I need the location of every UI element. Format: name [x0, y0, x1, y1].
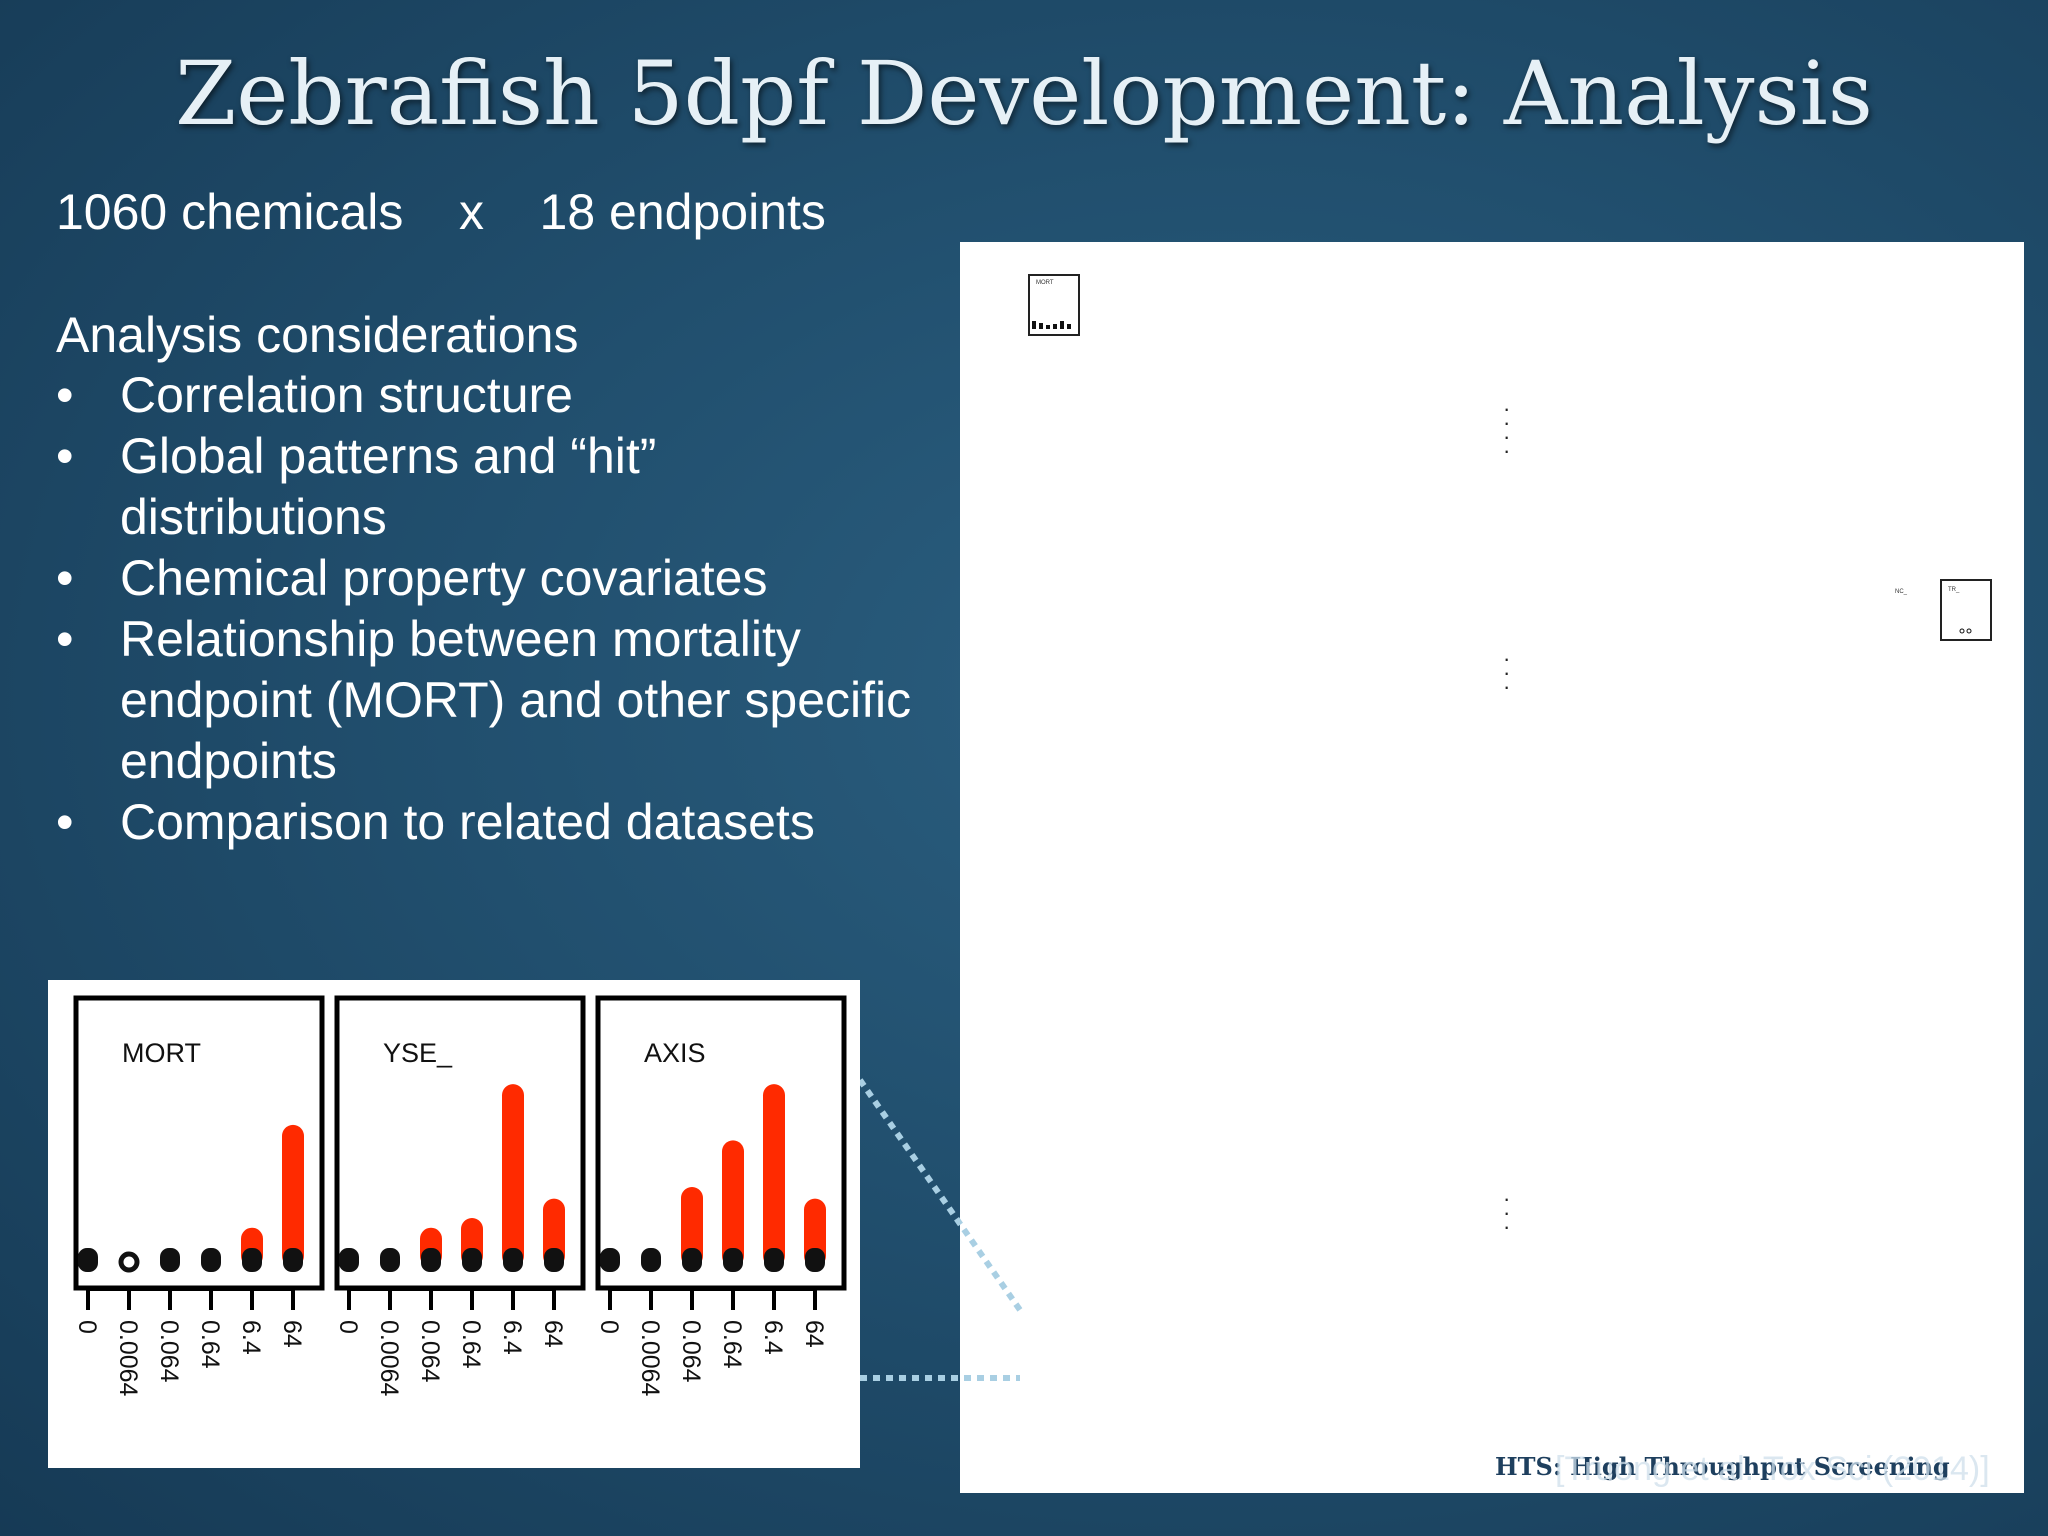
- tick-label: 0.0064: [114, 1320, 142, 1397]
- nonhit-marker: [118, 1251, 140, 1273]
- bullet-item: • Relationship between mortality endpoin…: [56, 609, 956, 792]
- mini-bar: [1032, 321, 1036, 329]
- tick-label: 64: [539, 1320, 567, 1348]
- panel-frame: [73, 995, 325, 1291]
- tick-label: 6.4: [237, 1320, 265, 1355]
- panel-frame: [334, 995, 586, 1291]
- mini-bar: [1053, 324, 1057, 329]
- vertical-ellipsis: · · · ·: [1503, 396, 1511, 463]
- nonhit-marker: [682, 1248, 702, 1272]
- analysis-bullet-list: • Correlation structure • Global pattern…: [56, 365, 956, 853]
- tick-label: 0.64: [718, 1320, 746, 1369]
- bullet-text: Correlation structure: [120, 367, 573, 423]
- tick-label: 0.0064: [375, 1320, 403, 1397]
- bullet-marker: •: [56, 550, 74, 606]
- mini-plot-mort: MORT: [1028, 274, 1080, 336]
- citation: [Truong et al. Tox Sci (2014)]: [1555, 1450, 1990, 1488]
- mini-plot-bars: [1032, 321, 1071, 329]
- bullet-text: endpoints: [120, 733, 337, 789]
- connector-line: [857, 1078, 1023, 1312]
- nonhit-marker: [380, 1248, 400, 1272]
- tick-label: 0.0064: [636, 1320, 664, 1397]
- tick-label: 0.064: [416, 1320, 444, 1383]
- panel-label: YSE_: [383, 1038, 453, 1068]
- footnote-hts: HTS: High Throughput Screening: [1495, 1452, 1950, 1481]
- slide-title: Zebrafish 5dpf Development: Analysis: [175, 42, 1873, 145]
- panel-label: AXIS: [644, 1038, 706, 1068]
- mini-bar: [1039, 323, 1043, 329]
- tick-label: 0: [595, 1320, 623, 1334]
- bullet-text: endpoint (MORT) and other specific: [120, 672, 912, 728]
- analysis-heading: Analysis considerations: [56, 307, 579, 363]
- dataset-summary: 1060 chemicals x 18 endpoints: [56, 184, 826, 240]
- bullet-text: distributions: [120, 489, 387, 545]
- mini-plot-label: TR_: [1948, 587, 1960, 593]
- tick-label: 0.64: [196, 1320, 224, 1369]
- bullet-text: Comparison to related datasets: [120, 794, 815, 850]
- endpoint-bar-chart: MORT 0 0.0064 0.064 0.64 6.4 64 YSE_ 0 0.0064 0.06…: [73, 995, 847, 1397]
- mini-bar: [1060, 321, 1064, 329]
- bullet-item: • Correlation structure: [56, 365, 956, 426]
- bullet-marker: •: [56, 367, 74, 423]
- nonhit-marker: [600, 1248, 620, 1272]
- bullet-item: • Comparison to related datasets: [56, 792, 956, 853]
- mini-bar: [1067, 324, 1071, 329]
- bullet-marker: •: [56, 611, 74, 667]
- nonhit-marker: [339, 1248, 359, 1272]
- nonhit-marker: [421, 1248, 441, 1272]
- tick-label: 64: [800, 1320, 828, 1348]
- bullet-text: Relationship between mortality: [120, 611, 801, 667]
- mini-marker: [1959, 628, 1965, 634]
- endpoint-grid-panel: MORT NC_ TR_ · · · · · · · · · · HTS: High Thro…: [960, 242, 2024, 1493]
- mini-marker: [1966, 628, 1972, 634]
- zoomed-endpoint-plots: MORT 0 0.0064 0.064 0.64 6.4 64 YSE_ 0 0.0064 0.06…: [48, 980, 860, 1468]
- tick-label: 64: [278, 1320, 306, 1348]
- nonhit-marker: [503, 1248, 523, 1272]
- nonhit-marker: [462, 1248, 482, 1272]
- mini-plot-markers: [1959, 628, 1972, 634]
- bullet-marker: •: [56, 428, 74, 484]
- nonhit-marker: [544, 1248, 564, 1272]
- vertical-ellipsis: · · ·: [1503, 1186, 1511, 1239]
- tick-label: 0.64: [457, 1320, 485, 1369]
- nonhit-marker: [160, 1248, 180, 1272]
- nonhit-marker: [764, 1248, 784, 1272]
- mini-plot-tr: TR_: [1940, 579, 1992, 641]
- mini-plot-side-label: NC_: [1895, 589, 1908, 595]
- nonhit-marker: [283, 1248, 303, 1272]
- tick-label: 0: [73, 1320, 101, 1334]
- nonhit-marker: [723, 1248, 743, 1272]
- tick-label: 6.4: [759, 1320, 787, 1355]
- nonhit-marker: [78, 1248, 98, 1272]
- bullet-item: • Global patterns and “hit” distribution…: [56, 426, 956, 548]
- bullet-item: • Chemical property covariates: [56, 548, 956, 609]
- bullet-text: Global patterns and “hit”: [120, 428, 657, 484]
- mini-bar: [1046, 325, 1050, 329]
- nonhit-marker: [805, 1248, 825, 1272]
- tick-label: 0: [334, 1320, 362, 1334]
- nonhit-marker: [201, 1248, 221, 1272]
- nonhit-marker: [641, 1248, 661, 1272]
- panel-frame: [595, 995, 847, 1291]
- tick-label: 6.4: [498, 1320, 526, 1355]
- tick-label: 0.064: [677, 1320, 705, 1383]
- vertical-ellipsis: · · ·: [1503, 646, 1511, 699]
- panel-label: MORT: [122, 1038, 201, 1068]
- bullet-text: Chemical property covariates: [120, 550, 768, 606]
- bullet-marker: •: [56, 794, 74, 850]
- nonhit-marker: [242, 1248, 262, 1272]
- mini-plot-label: MORT: [1036, 280, 1054, 286]
- tick-label: 0.064: [155, 1320, 183, 1383]
